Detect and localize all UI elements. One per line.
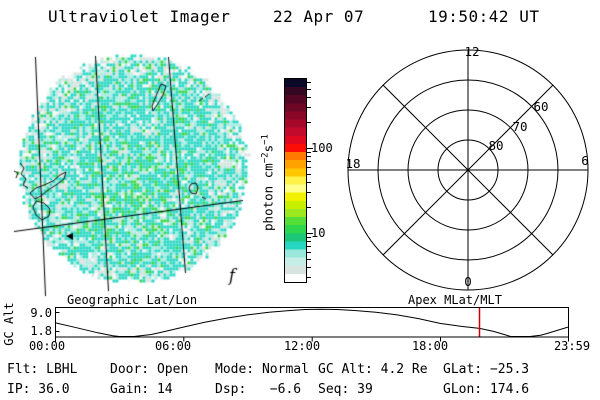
strip-axis-ticks xyxy=(55,312,569,342)
status-gc-alt: GC Alt: 4.2 Re xyxy=(318,362,428,377)
colorbar-label-100: 100 xyxy=(311,141,333,155)
status-gain-value: 14 xyxy=(149,382,173,397)
colorbar-minor-tick xyxy=(307,167,311,168)
colorbar-minor-tick xyxy=(307,259,311,260)
status-seq-label: Seq: xyxy=(318,382,350,397)
status-gc-alt-label: GC Alt: xyxy=(318,362,373,377)
strip-ytick-1-8: 1.8 xyxy=(30,324,52,338)
strip-xtick-1: 06:00 xyxy=(154,339,192,353)
unit-exp-2: −2 xyxy=(260,152,271,164)
mlat-80-label: 80 xyxy=(488,138,504,153)
disk-title: Geographic Lat/Lon xyxy=(67,293,198,307)
strip-xtick-4: 23:59 xyxy=(553,339,591,353)
colorbar-unit-label: photon cm−2s−1 xyxy=(261,118,278,248)
status-mode: Mode: Normal xyxy=(215,362,309,377)
strip-xtick-0: 00:00 xyxy=(28,339,66,353)
status-door-value: Open xyxy=(149,362,189,377)
status-ip-value: 36.0 xyxy=(30,382,70,397)
colorbar-minor-tick xyxy=(307,89,311,90)
status-glon-label: GLon: xyxy=(443,382,483,397)
status-glat-label: GLat: xyxy=(443,362,483,377)
mlt-0-label: 0 xyxy=(464,274,472,289)
page-title: Ultraviolet Imager xyxy=(48,7,231,26)
status-ip: IP: 36.0 xyxy=(7,382,70,397)
unit-prefix: photon cm xyxy=(260,163,276,231)
gc-alt-curve xyxy=(55,308,569,337)
strip-ylabel: GC Alt xyxy=(2,302,16,346)
colorbar-minor-tick xyxy=(307,252,311,253)
colorbar-major-tick xyxy=(307,148,313,149)
status-door-label: Door: xyxy=(110,362,150,377)
colorbar-ticks xyxy=(307,78,315,281)
status-mode-value: Normal xyxy=(254,362,309,377)
colorbar-minor-tick xyxy=(307,122,311,123)
status-gain-label: Gain: xyxy=(110,382,150,397)
status-seq-value: 39 xyxy=(349,382,373,397)
polar-title: Apex MLat/MLT xyxy=(408,293,502,307)
colorbar-minor-tick xyxy=(307,97,311,98)
status-dsp-value: −6.6 xyxy=(246,382,302,397)
status-door: Door: Open xyxy=(110,362,188,377)
colorbar-minor-tick xyxy=(307,267,311,268)
unit-s: s xyxy=(260,144,276,153)
colorbar-minor-tick xyxy=(307,107,311,108)
mlat-70-label: 70 xyxy=(512,119,528,134)
header-time: 19:50:42 UT xyxy=(428,7,540,26)
colorbar-minor-tick xyxy=(307,241,311,242)
status-seq: Seq: 39 xyxy=(318,382,373,397)
status-glon-value: 174.6 xyxy=(482,382,530,397)
strip-xtick-3: 18:00 xyxy=(411,339,449,353)
colorbar-minor-tick xyxy=(307,161,311,162)
colorbar-minor-tick xyxy=(307,174,311,175)
status-gc-alt-value: 4.2 Re xyxy=(372,362,428,377)
colorbar-label-10: 10 xyxy=(311,226,326,240)
colorbar-minor-tick xyxy=(307,277,311,278)
strip-xtick-2: 12:00 xyxy=(283,339,321,353)
mlt-6-label: 6 xyxy=(581,153,589,168)
status-glon: GLon: 174.6 xyxy=(443,382,529,397)
mlt-18-label: 18 xyxy=(345,156,361,171)
colorbar-gradient xyxy=(284,78,307,283)
polar-spoke-diag-sw-ne xyxy=(382,84,554,256)
status-dsp: Dsp: −6.6 xyxy=(215,382,301,397)
colorbar-minor-tick xyxy=(307,82,311,83)
colorbar-minor-tick xyxy=(307,156,311,157)
colorbar-minor-tick xyxy=(307,246,311,247)
status-flt-value: LBHL xyxy=(38,362,78,377)
polar-grid-svg xyxy=(347,49,589,291)
strip-ytick-9: 9.0 xyxy=(30,306,52,320)
mlt-12-label: 12 xyxy=(464,44,480,59)
status-glat-value: −25.3 xyxy=(482,362,530,377)
unit-exp-1: −1 xyxy=(260,134,271,145)
mlat-60-label: 60 xyxy=(533,99,549,114)
strip-chart-svg xyxy=(55,307,569,342)
status-gain: Gain: 14 xyxy=(110,382,173,397)
strip-chart-frame xyxy=(55,307,569,338)
header-date: 22 Apr 07 xyxy=(273,7,365,26)
status-flt: Flt: LBHL xyxy=(7,362,77,377)
colorbar-minor-tick xyxy=(307,207,311,208)
status-flt-label: Flt: xyxy=(7,362,39,377)
colorbar-minor-tick xyxy=(307,152,311,153)
colorbar-major-tick xyxy=(307,233,313,234)
status-dsp-label: Dsp: xyxy=(215,382,247,397)
status-glat: GLat: −25.3 xyxy=(443,362,529,377)
colorbar-minor-tick xyxy=(307,237,311,238)
colorbar-minor-tick xyxy=(307,182,311,183)
status-mode-label: Mode: xyxy=(215,362,255,377)
colorbar-minor-tick xyxy=(307,192,311,193)
status-ip-label: IP: xyxy=(7,382,31,397)
